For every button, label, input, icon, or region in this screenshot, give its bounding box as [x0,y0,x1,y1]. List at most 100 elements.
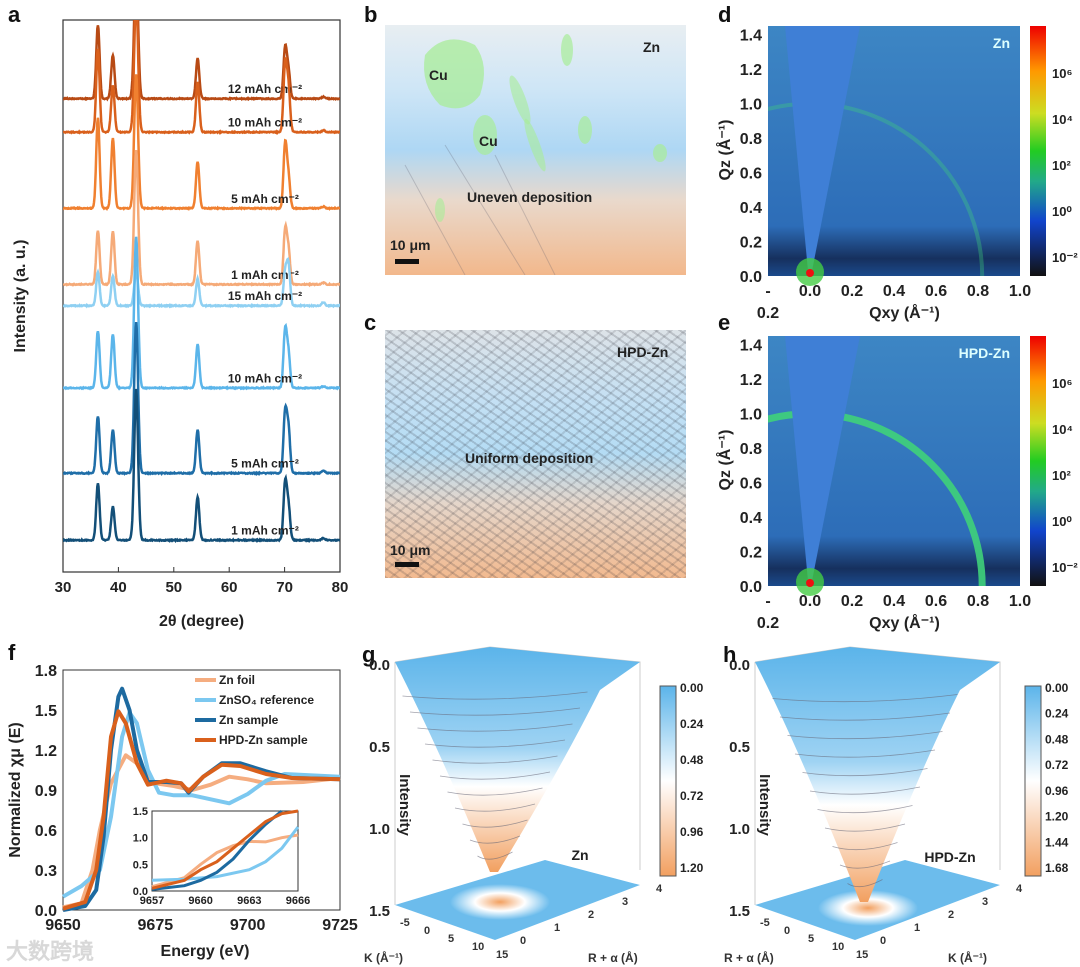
scale-bar [395,259,419,264]
colorbar-tick: 10⁶ [1052,66,1072,81]
colorbar-tick: 0.48 [1045,732,1069,746]
intensity-surface [395,647,640,872]
axis2-tick: 3 [982,896,988,908]
scale-bar-label: 10 μm [390,542,430,558]
trace-label: 10 mAh cm⁻² [228,116,302,130]
colorbar-tick: 0.24 [680,717,704,731]
colorbar-tick: 10⁻² [1052,560,1078,575]
colorbar-tick: 0.48 [680,753,704,767]
axis1-tick: 15 [496,949,508,961]
x-tick-label: 9725 [322,917,358,934]
axis1-tick: 15 [856,949,868,961]
colorbar-tick: 0.96 [680,825,704,839]
z-tick-label: 0.0 [369,657,390,674]
colorbar [660,686,676,876]
x-tick-label: 0.0 [799,283,821,300]
xrd-trace [63,322,340,474]
trace-label: 5 mAh cm⁻² [231,457,299,471]
x-tick-label: 9700 [230,917,266,934]
y-tick-label: 0.4 [740,510,762,527]
trace-label: 5 mAh cm⁻² [231,192,299,206]
axis2-label: K (Å⁻¹) [948,950,987,965]
axis2-label: R + α (Å) [588,950,638,965]
x-tick-label: 0.6 [925,283,947,300]
y-tick-label: 0.6 [740,476,762,493]
wavelet-surface-zn: 0.00.51.01.5IntensityZn-5051015K (Å⁻¹)01… [360,640,720,967]
axis1-tick: -5 [400,917,410,929]
axis2-tick: 2 [948,909,954,921]
colorbar-tick: 1.20 [1045,810,1069,824]
axis2-tick: 4 [1016,883,1023,895]
y-tick-label: 0.8 [740,131,762,148]
wavelet-surface-hpd-zn: 0.00.51.01.5IntensityHPD-Zn-5051015R + α… [720,640,1080,967]
gixd-map-hpd-zn: HPD-Zn0.00.20.40.60.81.01.21.4- 0.0 0.2 0.4… [700,310,1080,635]
axis1-label: R + α (Å) [724,950,774,965]
colorbar-tick: 1.68 [1045,861,1069,875]
xrd-trace [63,237,340,389]
y-tick-label: 0.6 [35,823,57,840]
colorbar-tick: 0.72 [680,789,704,803]
z-tick-label: 0.5 [369,739,390,756]
colorbar-tick: 10² [1052,468,1071,483]
y-tick-label: 0.0 [740,269,762,286]
z-tick-label: 1.0 [729,821,750,838]
y-tick-label: 0.9 [35,783,57,800]
z-axis-label: Intensity [756,774,773,836]
inset-x-tick: 9663 [237,895,261,907]
y-tick-label: 0.8 [740,441,762,458]
colorbar [1025,686,1041,876]
colorbar-tick: 0.24 [1045,707,1069,721]
axis1-tick: 10 [832,941,844,953]
axis1-tick: -5 [760,917,770,929]
trace-label: 12 mAh cm⁻² [228,82,302,96]
y-axis-label: Normalized χμ (E) [7,722,24,857]
colorbar-tick: 10⁴ [1052,112,1073,127]
x-tick-label: 1.0 [1009,593,1031,610]
z-tick-label: 1.5 [729,903,750,920]
x-tick-label: 50 [165,579,182,596]
axis2-tick: 3 [622,896,628,908]
legend-label: ZnSO₄ reference [219,693,314,707]
y-tick-label: 1.8 [35,663,57,680]
y-tick-label: 0.4 [740,200,762,217]
trace-label: 1 mAh cm⁻² [231,524,299,538]
axis1-tick: 5 [808,933,814,945]
z-tick-label: 0.5 [729,739,750,756]
colorbar [1030,26,1046,276]
y-tick-label: 1.0 [740,407,762,424]
colorbar-tick: 1.20 [680,861,704,875]
axis1-label: K (Å⁻¹) [364,950,403,965]
colorbar-tick: 10⁴ [1052,422,1073,437]
scale-bar [395,562,419,567]
colorbar-tick: 10² [1052,158,1071,173]
y-tick-label: 0.0 [740,579,762,596]
x-axis-label: Qxy (Å⁻¹) [869,613,940,632]
axis2-tick: 1 [554,922,560,934]
colorbar-tick: 0.72 [1045,758,1069,772]
direct-beam [806,269,814,277]
axis2-tick: 0 [520,935,526,947]
x-tick-label: 0.2 [841,283,863,300]
axis2-tick: 1 [914,922,920,934]
axis1-tick: 5 [448,933,454,945]
sample-label: HPD-Zn [924,849,975,865]
watermark: 大数跨境 [6,940,94,964]
y-tick-label: 0.2 [740,235,762,252]
sample-label-hpd-zn: HPD-Zn [617,344,668,360]
y-axis-label: Qz (Å⁻¹) [715,120,734,181]
inset-x-tick: 9660 [188,895,212,907]
y-tick-label: 0.6 [740,166,762,183]
z-tick-label: 0.0 [729,657,750,674]
x-tick-label: 9650 [45,917,81,934]
z-axis-label: Intensity [396,774,413,836]
cu-label-1: Cu [429,67,448,83]
colorbar-tick: 10⁶ [1052,376,1072,391]
x-tick-label: 0.8 [967,593,989,610]
colorbar-tick: 1.44 [1045,835,1069,849]
floor-contour [450,884,550,920]
z-tick-label: 1.0 [369,821,390,838]
axis1-tick: 10 [472,941,484,953]
inset-x-tick: 9666 [286,895,310,907]
y-axis-label: Intensity (a. u.) [12,240,29,353]
cu-label-2: Cu [479,133,498,149]
